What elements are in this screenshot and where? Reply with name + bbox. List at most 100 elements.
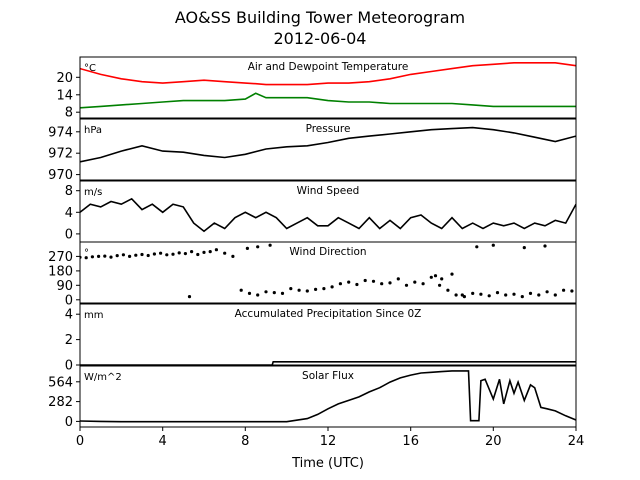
data-point (190, 250, 194, 254)
y-tick-label: 0 (65, 293, 73, 308)
y-tick-label: 2 (65, 333, 73, 348)
x-tick-label: 16 (402, 434, 419, 449)
data-point (537, 293, 541, 297)
data-point (553, 293, 557, 297)
panel-frame (79, 118, 577, 181)
series-line-0 (80, 61, 576, 86)
panel-title: Wind Speed (297, 185, 360, 197)
y-tick-label: 0 (65, 415, 73, 430)
data-point (479, 292, 483, 296)
x-tick-label: 24 (568, 434, 585, 449)
data-point (491, 243, 495, 247)
data-point (543, 244, 547, 248)
data-point (297, 288, 301, 292)
data-point (322, 287, 326, 291)
panel-plot-area (80, 370, 576, 423)
data-point (196, 252, 200, 257)
data-point (429, 275, 433, 279)
data-point (152, 252, 156, 256)
data-point (396, 277, 400, 281)
data-point (347, 280, 351, 284)
data-point (355, 282, 359, 287)
data-point (159, 251, 163, 255)
data-point (231, 254, 235, 258)
data-point (562, 288, 566, 292)
x-tick-label: 20 (485, 434, 502, 449)
data-point (380, 282, 384, 286)
y-tick-label: 8 (65, 106, 73, 121)
panel-unit-label: m/s (84, 187, 102, 198)
panel-unit-label: W/m^2 (84, 372, 122, 383)
y-tick-label: 8 (65, 184, 73, 199)
data-point (371, 279, 376, 283)
data-point (512, 292, 516, 296)
panel-plot-area (80, 197, 576, 233)
series-line-1 (80, 92, 576, 109)
data-point (103, 254, 107, 258)
data-point (177, 251, 181, 255)
data-point (289, 287, 293, 291)
data-point (413, 280, 417, 284)
data-point (471, 291, 475, 295)
data-point (522, 246, 526, 250)
data-point (504, 293, 508, 297)
figure-date: 2012-06-04 (274, 29, 367, 48)
y-tick-label: 4 (65, 308, 73, 323)
data-point (256, 245, 260, 249)
panel-title: Accumulated Precipitation Since 0Z (235, 308, 422, 320)
data-point (330, 285, 334, 289)
data-point (363, 278, 367, 283)
data-point (404, 283, 409, 287)
y-tick-label: 0 (65, 359, 73, 374)
x-tick-label: 12 (320, 434, 337, 449)
data-point (239, 288, 243, 292)
x-axis: 0 4 8 12 16 20 24 (76, 427, 584, 449)
y-tick-label: 90 (56, 279, 73, 294)
data-point (433, 274, 438, 278)
data-point (495, 291, 500, 295)
data-point (388, 281, 392, 285)
data-point (268, 243, 272, 247)
series-line-0 (80, 197, 576, 233)
x-tick-label: 8 (241, 434, 249, 449)
y-tick-label: 14 (56, 88, 73, 103)
data-point (338, 282, 342, 286)
data-point (314, 287, 318, 291)
data-point (183, 252, 187, 256)
data-point (223, 251, 227, 255)
panel-title: Air and Dewpoint Temperature (248, 61, 409, 73)
data-point (247, 291, 252, 295)
panel-frame (79, 56, 577, 119)
x-tick-label: 0 (76, 434, 84, 449)
data-point (171, 252, 175, 256)
data-point (475, 245, 479, 249)
data-point (438, 283, 442, 287)
y-tick-label: 974 (48, 125, 73, 140)
panel-unit-label: ° (84, 248, 89, 259)
y-tick-label: 0 (65, 227, 73, 242)
y-tick-label: 970 (48, 168, 73, 183)
x-tick-label: 4 (159, 434, 167, 449)
panel-5: 0 282 564 W/m^2 Solar Flux (48, 365, 577, 430)
panel-frame (79, 303, 577, 366)
y-tick-label: 972 (48, 147, 73, 162)
panel-plot-area (80, 243, 574, 299)
panel-plot-area (80, 126, 576, 163)
data-point (115, 254, 119, 258)
data-point (446, 288, 450, 292)
data-point (487, 294, 491, 298)
panel-4: 0 2 4 mm Accumulated Precipitation Since 0Z (65, 303, 577, 374)
data-point (245, 246, 249, 250)
y-tick-label: 180 (48, 264, 73, 279)
data-point (421, 282, 425, 286)
data-point (460, 293, 464, 297)
data-point (187, 295, 192, 299)
panel-unit-label: mm (84, 310, 103, 321)
data-point (272, 291, 276, 295)
data-point (97, 254, 101, 258)
data-point (128, 254, 132, 258)
data-point (450, 272, 454, 276)
